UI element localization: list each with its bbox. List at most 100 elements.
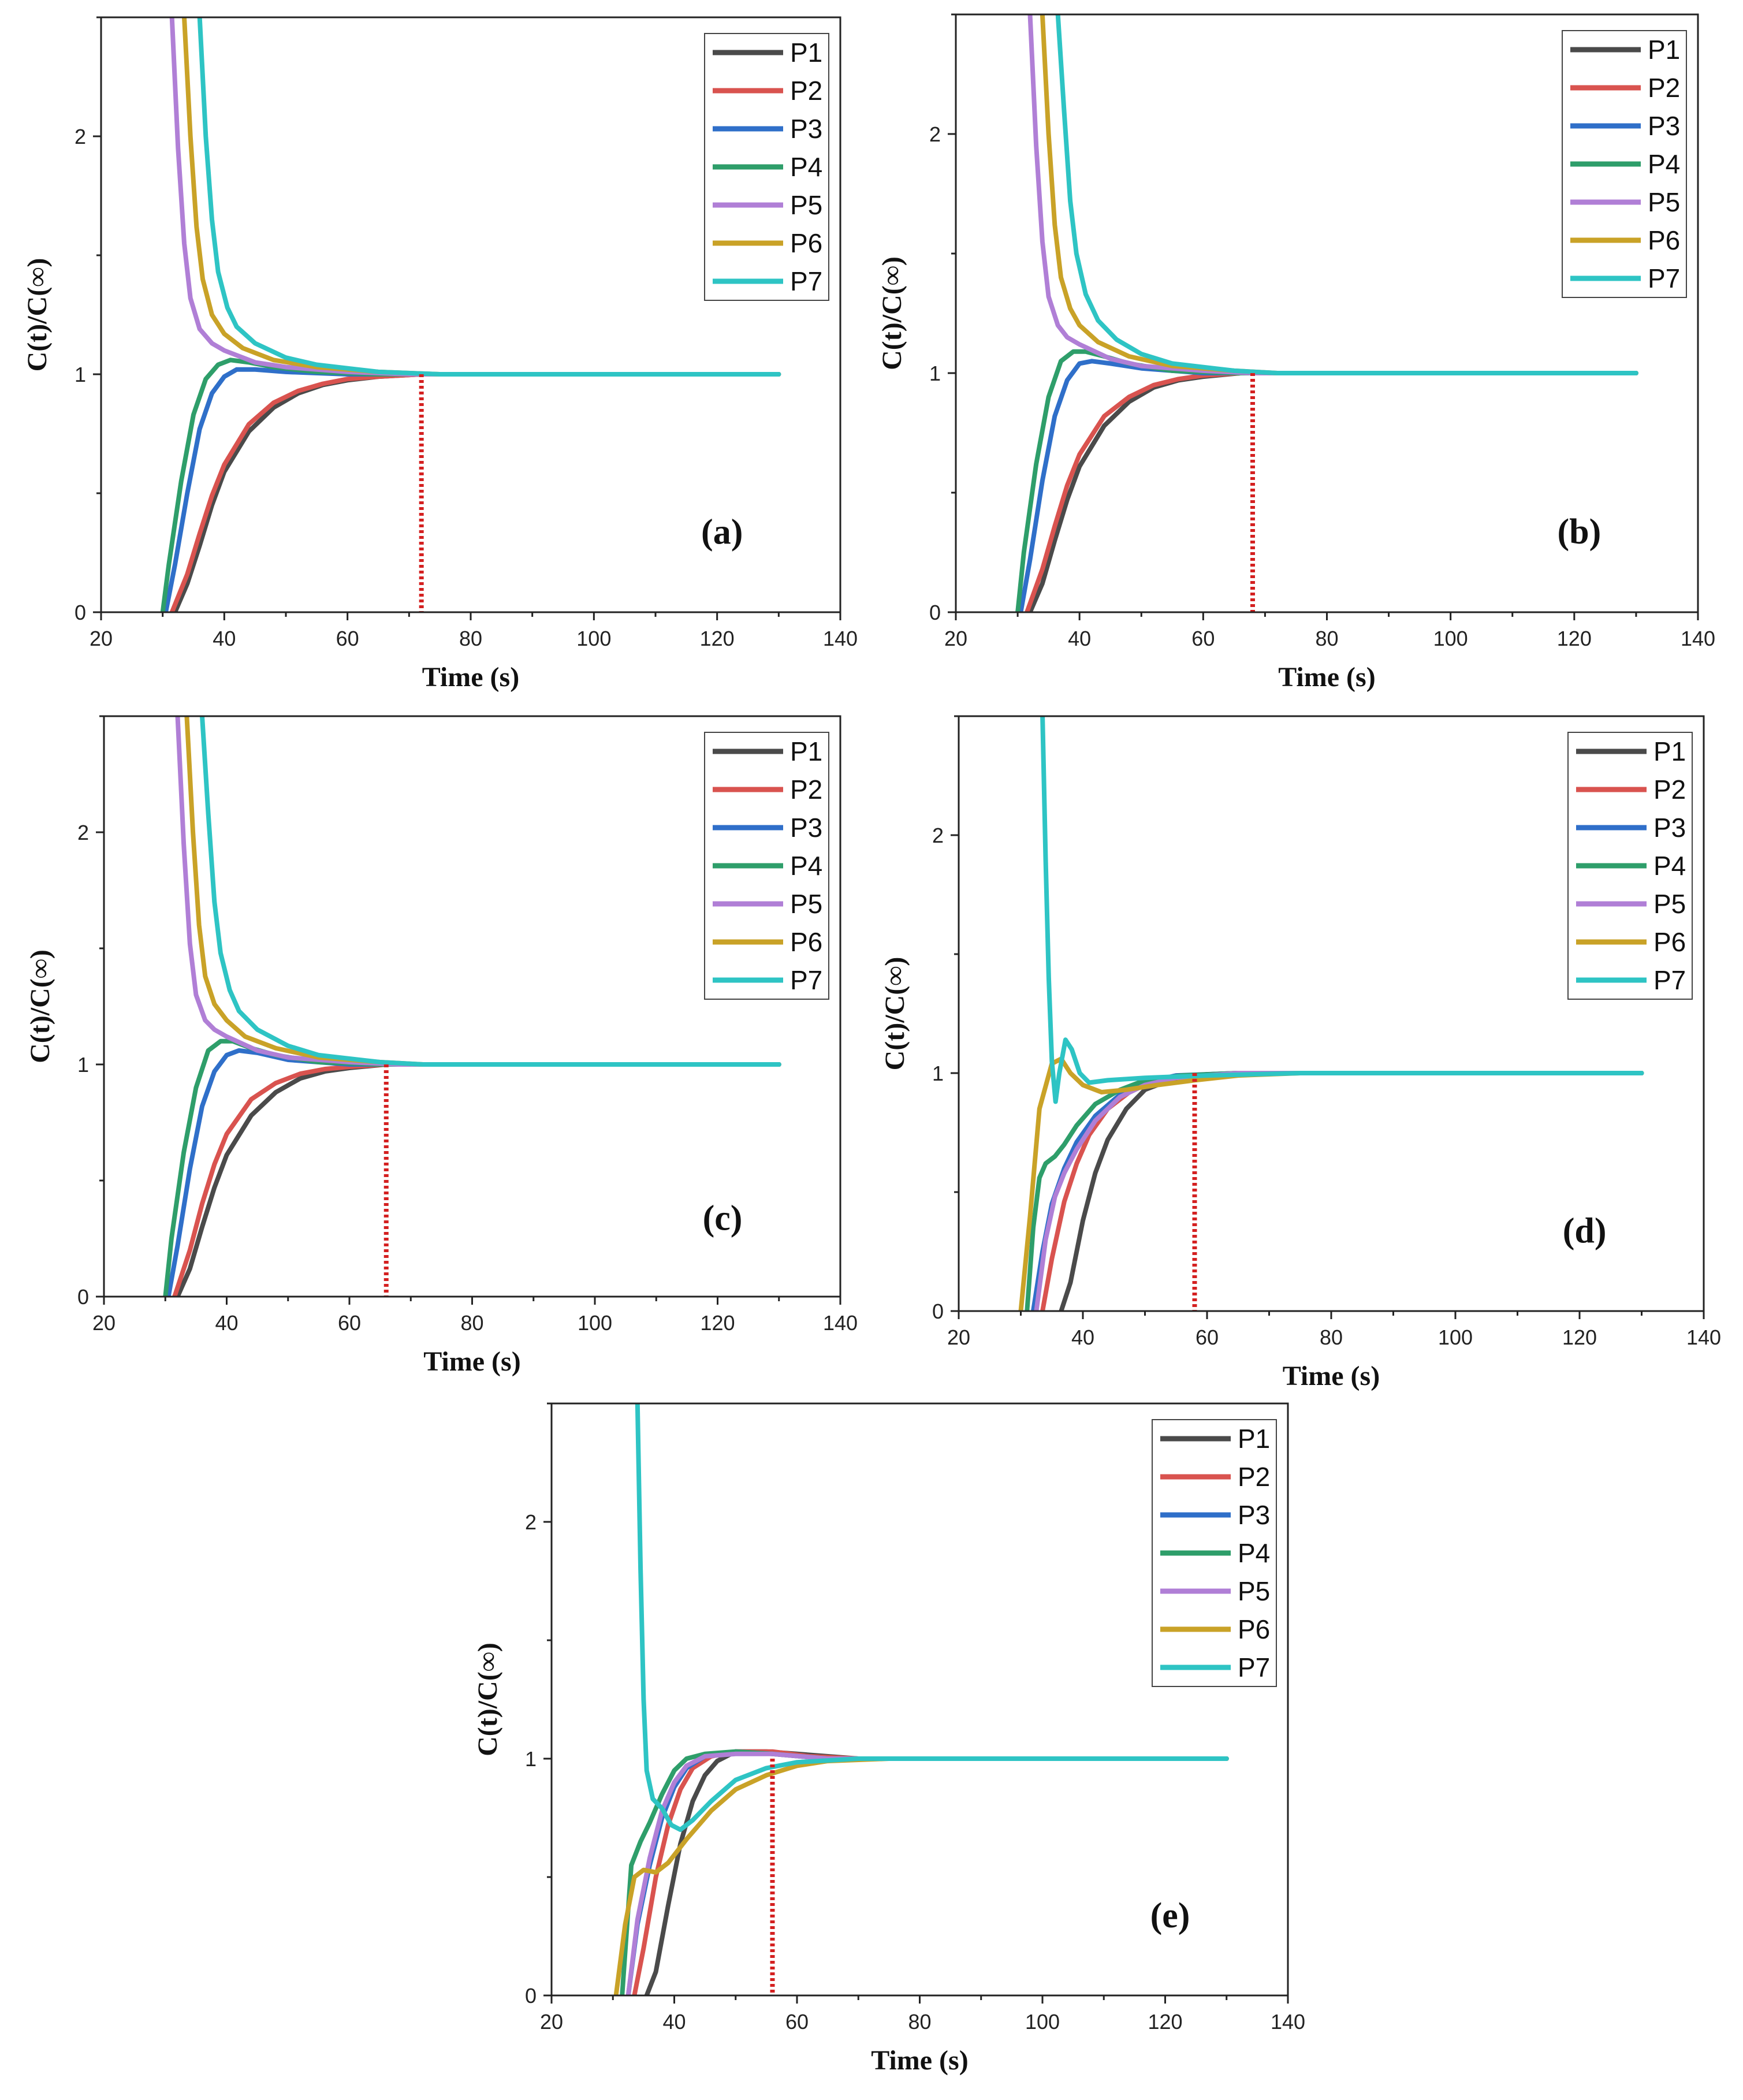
x-tick-label: 60 — [336, 627, 359, 650]
x-tick-label: 100 — [1433, 627, 1468, 650]
series-group — [163, 716, 781, 1297]
legend-label-p2: P2 — [1238, 1462, 1270, 1492]
legend-label-p2: P2 — [790, 775, 822, 805]
legend-label-p1: P1 — [790, 736, 822, 766]
panel-e: 20 40 60 80 100 120 140 0 1 2 Time (s) C… — [472, 1402, 1305, 2076]
legend-label-p5: P5 — [790, 889, 822, 919]
y-tick-label: 0 — [932, 1300, 944, 1323]
x-axis-title: Time (s) — [422, 662, 519, 692]
x-tick-label: 140 — [1681, 627, 1715, 650]
series-line-p7 — [200, 716, 781, 1067]
panel-label: (a) — [701, 513, 743, 552]
legend-label-p7: P7 — [1238, 1652, 1270, 1682]
y-tick-label: 1 — [75, 363, 86, 386]
series-line-p7 — [1055, 14, 1638, 375]
legend-label-p4: P4 — [1648, 149, 1680, 179]
x-tick-label: 140 — [1686, 1325, 1721, 1349]
y-tick-label: 0 — [77, 1285, 89, 1309]
y-tick-label: 1 — [77, 1053, 89, 1077]
panel-b: 20 40 60 80 100 120 140 0 1 2 Time (s) C… — [877, 13, 1715, 692]
legend-label-p3: P3 — [1238, 1500, 1270, 1530]
legend-label-p3: P3 — [1653, 813, 1686, 843]
x-tick-label: 100 — [1438, 1325, 1473, 1349]
panel-a: 20 40 60 80 100 120 140 0 1 2 Time (s) C… — [22, 16, 858, 692]
legend-label-p4: P4 — [790, 152, 822, 182]
x-tick-label: 120 — [700, 1311, 735, 1335]
x-tick-label: 40 — [662, 2010, 686, 2034]
x-tick-label: 60 — [1195, 1325, 1219, 1349]
legend-label-p2: P2 — [1653, 775, 1686, 805]
x-tick-label: 120 — [1562, 1325, 1597, 1349]
panel-label: (e) — [1150, 1896, 1190, 1935]
x-tick-label: 60 — [338, 1311, 361, 1335]
y-tick-label: 0 — [929, 601, 941, 624]
legend-label-p3: P3 — [1648, 111, 1680, 141]
x-tick-label: 40 — [213, 627, 236, 650]
series-group — [613, 1403, 1229, 1995]
x-axis-title: Time (s) — [1278, 662, 1375, 692]
legend-label-p1: P1 — [1653, 736, 1686, 766]
legend-label-p5: P5 — [790, 190, 822, 220]
series-line-p7 — [197, 17, 781, 377]
legend-label-p7: P7 — [790, 965, 822, 995]
panel-c: 20 40 60 80 100 120 140 0 1 2 Time (s) C… — [25, 715, 858, 1377]
x-axis-title: Time (s) — [871, 2045, 968, 2076]
x-tick-label: 40 — [1071, 1325, 1094, 1349]
x-tick-label: 120 — [1148, 2010, 1182, 2034]
y-axis-title: C(t)/C(∞) — [22, 258, 53, 372]
x-tick-label: 20 — [947, 1325, 970, 1349]
y-tick-label: 1 — [929, 362, 941, 385]
panel-label: (b) — [1558, 512, 1602, 552]
legend-label-p5: P5 — [1653, 889, 1686, 919]
x-tick-label: 100 — [1025, 2010, 1060, 2034]
x-tick-label: 140 — [823, 1311, 858, 1335]
y-axis-title: C(t)/C(∞) — [877, 256, 907, 370]
legend-label-p1: P1 — [1648, 35, 1680, 65]
x-tick-label: 120 — [700, 627, 735, 650]
legend-label-p4: P4 — [1238, 1538, 1270, 1568]
x-tick-label: 20 — [92, 1311, 116, 1335]
x-tick-label: 60 — [785, 2010, 809, 2034]
series-line-p7 — [1040, 716, 1644, 1104]
legend-label-p7: P7 — [1648, 263, 1680, 293]
panel-label: (c) — [703, 1198, 743, 1238]
legend-label-p6: P6 — [790, 927, 822, 957]
x-tick-label: 100 — [578, 1311, 612, 1335]
y-tick-label: 1 — [525, 1747, 537, 1771]
x-axis-title: Time (s) — [1283, 1361, 1380, 1391]
y-axis-title: C(t)/C(∞) — [25, 950, 55, 1063]
legend-label-p4: P4 — [1653, 851, 1686, 881]
x-tick-label: 20 — [944, 627, 967, 650]
legend-label-p2: P2 — [790, 76, 822, 106]
panel-label: (d) — [1563, 1212, 1607, 1251]
x-tick-label: 20 — [540, 2010, 563, 2034]
y-tick-label: 2 — [929, 122, 941, 146]
legend-label-p3: P3 — [790, 114, 822, 144]
x-tick-label: 60 — [1191, 627, 1215, 650]
x-tick-label: 40 — [215, 1311, 238, 1335]
series-line-p5 — [625, 1751, 1229, 1995]
x-axis-title: Time (s) — [423, 1346, 520, 1377]
legend-label-p4: P4 — [790, 851, 822, 881]
x-tick-label: 140 — [1271, 2010, 1305, 2034]
x-tick-label: 120 — [1557, 627, 1592, 650]
x-tick-label: 100 — [576, 627, 611, 650]
x-tick-label: 80 — [460, 1311, 483, 1335]
series-group — [160, 17, 781, 612]
x-tick-label: 20 — [90, 627, 113, 650]
series-group — [1015, 14, 1638, 612]
y-tick-label: 0 — [75, 601, 86, 624]
y-axis-title: C(t)/C(∞) — [472, 1643, 503, 1756]
legend-label-p5: P5 — [1238, 1576, 1270, 1606]
y-tick-label: 2 — [525, 1510, 537, 1534]
series-line-p2 — [169, 372, 781, 612]
legend-label-p6: P6 — [1653, 927, 1686, 957]
legend-label-p6: P6 — [1238, 1614, 1270, 1644]
legend-label-p1: P1 — [1238, 1424, 1270, 1454]
legend-label-p5: P5 — [1648, 187, 1680, 217]
legend-label-p2: P2 — [1648, 73, 1680, 103]
legend-label-p7: P7 — [1653, 965, 1686, 995]
x-tick-label: 80 — [1315, 627, 1338, 650]
y-tick-label: 2 — [932, 824, 944, 847]
